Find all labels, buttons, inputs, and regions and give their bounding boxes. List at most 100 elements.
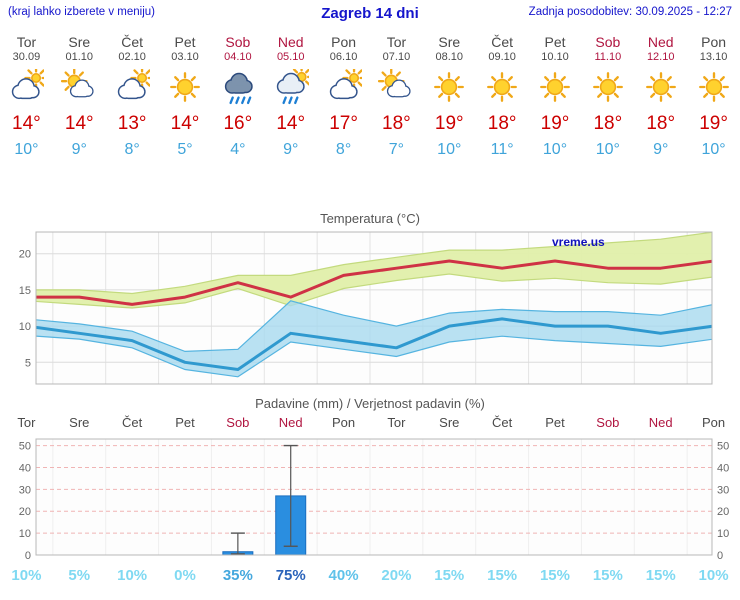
precip-day-label: Pon <box>702 415 726 430</box>
precip-day-label: Pet <box>175 415 195 430</box>
day-name: Pet <box>174 34 196 50</box>
day-date: 04.10 <box>224 51 252 63</box>
day-column[interactable]: Pet 10.10 19° 10° <box>529 34 582 159</box>
day-high-temp: 18° <box>382 113 411 134</box>
day-name: Sre <box>68 34 91 50</box>
day-name: Tor <box>386 34 407 50</box>
day-low-temp: 10° <box>14 141 39 158</box>
day-column[interactable]: Sob 04.10 16° 4° <box>211 34 264 159</box>
day-high-temp: 16° <box>223 113 253 134</box>
cloud-sun-icon <box>0 68 53 106</box>
day-column[interactable]: Pet 03.10 14° 5° <box>159 34 212 159</box>
day-low-temp: 10° <box>701 141 726 158</box>
day-name: Ned <box>277 34 304 50</box>
watermark: vreme.us <box>552 235 605 249</box>
day-column[interactable]: Pon 06.10 17° 8° <box>317 34 370 159</box>
svg-text:10: 10 <box>19 321 31 333</box>
precip-day-label: Sre <box>69 415 90 430</box>
svg-text:10: 10 <box>19 528 31 540</box>
day-high-temp: 14° <box>170 113 200 134</box>
day-high-temp: 19° <box>434 113 464 134</box>
day-low-temp: 11° <box>490 141 514 158</box>
day-column[interactable]: Sob 11.10 18° 10° <box>581 34 634 159</box>
precip-probability: 15% <box>645 567 676 584</box>
day-low-temp: 10° <box>437 141 462 158</box>
svg-text:40: 40 <box>717 462 729 474</box>
day-high-temp: 18° <box>487 113 517 134</box>
svg-text:50: 50 <box>19 441 31 453</box>
day-high-temp: 18° <box>593 113 623 134</box>
day-name: Čet <box>121 34 144 50</box>
forecast-days-row: Tor 30.09 14° 10° Sre 01.10 14° 9° Čet 02.10 13° 8°… <box>0 34 740 159</box>
day-date: 10.10 <box>541 51 569 63</box>
day-low-temp: 8° <box>124 141 140 158</box>
day-low-temp: 10° <box>542 141 568 158</box>
precip-probability: 10% <box>11 567 42 584</box>
precip-probability: 5% <box>68 567 91 584</box>
precip-day-label: Tor <box>387 415 406 430</box>
rain-icon <box>211 68 264 106</box>
sun-icon <box>476 68 529 106</box>
day-name: Tor <box>16 34 37 50</box>
cloud-sun-icon <box>317 68 370 106</box>
day-name: Sob <box>225 34 251 50</box>
day-name: Pon <box>331 34 357 50</box>
svg-text:0: 0 <box>25 550 31 562</box>
day-date: 30.09 <box>12 51 41 63</box>
sun-icon <box>687 68 740 106</box>
day-low-temp: 8° <box>335 141 352 158</box>
precip-day-label: Pon <box>332 415 356 430</box>
day-date: 08.10 <box>435 51 464 63</box>
day-high-temp: 19° <box>540 113 570 134</box>
day-date: 01.10 <box>65 51 94 63</box>
svg-text:40: 40 <box>19 462 31 474</box>
precipitation-chart-title: Padavine (mm) / Verjetnost padavin (%) <box>255 396 485 411</box>
day-high-temp: 17° <box>329 113 358 134</box>
day-date: 07.10 <box>382 51 411 63</box>
day-date: 12.10 <box>646 51 675 63</box>
precip-day-label: Sob <box>596 415 620 430</box>
day-low-temp: 9° <box>71 141 87 158</box>
day-column[interactable]: Sre 08.10 19° 10° <box>423 34 476 159</box>
svg-text:10: 10 <box>717 528 729 540</box>
day-high-temp: 13° <box>117 113 147 134</box>
sun-icon <box>634 68 687 106</box>
cloud-sun-icon <box>106 68 159 106</box>
precip-probability: 15% <box>487 567 518 584</box>
precip-probability: 10% <box>698 567 729 584</box>
day-column[interactable]: Ned 12.10 18° 9° <box>634 34 687 159</box>
precip-probability: 20% <box>381 567 412 584</box>
day-name: Ned <box>647 34 674 50</box>
day-high-temp: 18° <box>646 113 676 134</box>
precip-probability: 0% <box>174 567 196 584</box>
precip-day-label: Ned <box>278 415 303 430</box>
precip-probability: 10% <box>117 567 148 584</box>
day-column[interactable]: Sre 01.10 14° 9° <box>53 34 106 159</box>
precipitation-chart-plot: 0 0 10 10 20 20 30 30 40 40 50 50 <box>19 438 729 562</box>
day-name: Čet <box>491 34 514 50</box>
precip-day-label: Sre <box>439 415 460 430</box>
svg-text:15: 15 <box>19 285 31 297</box>
sun-icon <box>423 68 476 106</box>
precip-probability: 15% <box>539 567 570 584</box>
svg-text:0: 0 <box>717 550 723 562</box>
svg-text:20: 20 <box>19 249 31 261</box>
day-date: 09.10 <box>488 51 516 63</box>
day-column[interactable]: Čet 02.10 13° 8° <box>106 34 159 159</box>
day-column[interactable]: Tor 07.10 18° 7° <box>370 34 423 159</box>
day-date: 11.10 <box>594 51 622 63</box>
day-high-temp: 14° <box>64 113 94 134</box>
day-column[interactable]: Ned 05.10 14° 9° <box>264 34 317 159</box>
day-column[interactable]: Pon 13.10 19° 10° <box>687 34 740 159</box>
day-name: Sre <box>438 34 461 50</box>
day-date: 05.10 <box>276 51 305 63</box>
precip-probability: 15% <box>434 567 465 584</box>
sun-icon <box>581 68 634 106</box>
day-column[interactable]: Tor 30.09 14° 10° <box>0 34 53 159</box>
day-name: Sob <box>595 34 621 50</box>
precip-day-label: Čet <box>122 415 143 430</box>
sun-rain-icon <box>264 68 317 106</box>
day-low-temp: 9° <box>653 141 669 158</box>
day-column[interactable]: Čet 09.10 18° 11° <box>476 34 529 159</box>
day-date: 03.10 <box>171 51 199 63</box>
